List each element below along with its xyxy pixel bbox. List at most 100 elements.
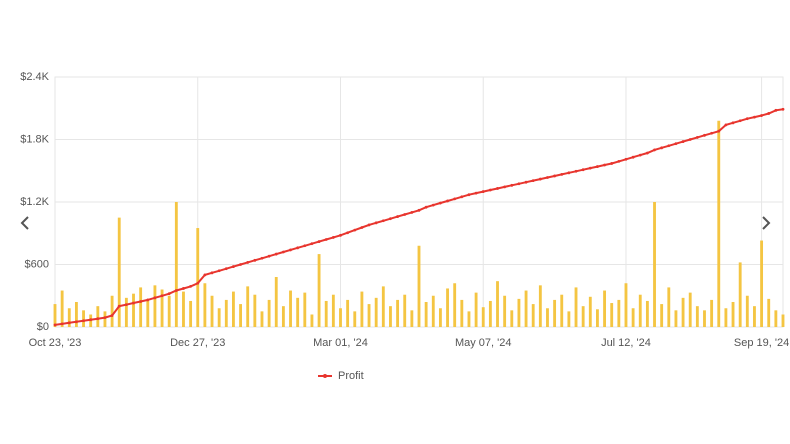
- line-point: [560, 172, 564, 176]
- line-point: [303, 244, 307, 248]
- bar: [574, 287, 578, 327]
- line-point: [246, 261, 250, 264]
- bar: [431, 295, 435, 327]
- line-point: [567, 171, 571, 175]
- line-point: [524, 180, 528, 184]
- line-point: [117, 304, 121, 308]
- bar: [667, 287, 671, 327]
- bar: [517, 298, 521, 327]
- line-point: [510, 183, 514, 187]
- bar: [653, 202, 656, 327]
- next-arrow[interactable]: [762, 216, 771, 230]
- line-point: [196, 281, 200, 285]
- bar: [274, 277, 278, 327]
- bar: [474, 292, 478, 327]
- bar: [339, 308, 342, 327]
- bar: [260, 311, 264, 327]
- line-point: [82, 319, 85, 323]
- line-point: [460, 195, 464, 199]
- line-point: [217, 269, 221, 273]
- bar: [695, 306, 699, 327]
- line-point: [488, 188, 492, 192]
- line-point: [474, 191, 478, 195]
- line-point: [688, 138, 692, 141]
- bar: [331, 294, 335, 327]
- bar: [82, 310, 85, 327]
- line-point: [296, 246, 300, 250]
- x-tick-label: Dec 27, '23: [170, 337, 225, 349]
- bar: [560, 294, 564, 327]
- bar: [546, 308, 549, 327]
- bar: [745, 295, 749, 327]
- line-point: [481, 190, 485, 193]
- x-tick-label: Oct 23, '23: [29, 337, 82, 349]
- line-point: [553, 174, 557, 178]
- line-point: [681, 140, 685, 143]
- line-point: [517, 182, 521, 186]
- line-point: [710, 131, 714, 135]
- line-point: [581, 168, 585, 172]
- bar: [446, 288, 449, 327]
- bar: [531, 304, 535, 327]
- legend-label: Profit: [338, 370, 364, 382]
- line-point: [53, 323, 57, 327]
- bar: [538, 285, 542, 327]
- bar: [324, 300, 328, 327]
- prev-arrow[interactable]: [20, 216, 29, 230]
- bar: [381, 286, 385, 327]
- line-point: [624, 157, 628, 161]
- bar: [610, 303, 614, 327]
- bar: [74, 302, 78, 327]
- bar: [460, 299, 464, 327]
- line-point: [396, 215, 399, 218]
- line-point: [638, 153, 642, 157]
- line-point: [281, 250, 285, 254]
- line-point: [503, 185, 507, 189]
- line-point: [239, 263, 242, 266]
- line-point: [531, 179, 535, 183]
- line-point: [496, 187, 499, 190]
- line-point: [232, 265, 235, 268]
- bar: [453, 283, 457, 327]
- bar: [281, 306, 285, 327]
- bar: [96, 306, 100, 327]
- line-point: [603, 163, 606, 167]
- line-point: [403, 213, 407, 216]
- line-point: [703, 133, 706, 137]
- bar: [624, 283, 628, 327]
- line-point: [596, 165, 599, 168]
- line-point: [96, 317, 100, 321]
- bar: [146, 300, 150, 327]
- line-point: [146, 298, 150, 302]
- bar: [224, 299, 228, 327]
- bar: [317, 254, 321, 327]
- y-tick-label: $0: [37, 321, 49, 333]
- bar: [753, 306, 756, 327]
- x-tick-label: May 07, '24: [455, 337, 512, 349]
- bar: [353, 311, 357, 327]
- bar: [760, 240, 764, 327]
- line-point: [381, 219, 385, 223]
- line-point: [753, 115, 756, 119]
- line-point: [446, 199, 449, 203]
- line-point: [424, 205, 428, 209]
- line-point: [610, 162, 614, 165]
- line-point: [289, 248, 292, 252]
- line-point: [353, 228, 357, 232]
- bar: [246, 286, 250, 327]
- line-point: [695, 136, 699, 139]
- line-point: [767, 112, 771, 115]
- line-point: [674, 142, 678, 146]
- line-point: [431, 203, 435, 207]
- line-point: [453, 197, 457, 201]
- line-point: [653, 148, 656, 152]
- bar: [581, 306, 585, 327]
- bar: [717, 120, 721, 327]
- bar: [417, 245, 421, 327]
- bar: [467, 311, 471, 327]
- line-point: [153, 296, 157, 300]
- line-point: [331, 236, 335, 239]
- bar: [681, 297, 685, 327]
- bar: [774, 310, 778, 327]
